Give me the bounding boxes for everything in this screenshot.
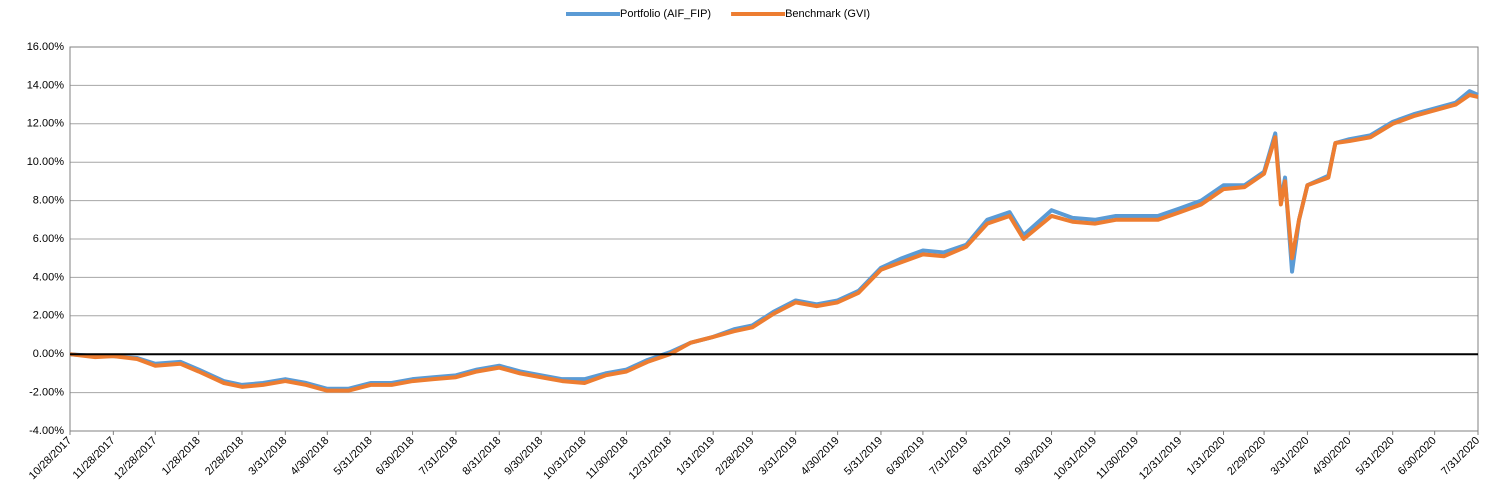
x-tick-label: 9/30/2019 — [1013, 435, 1056, 478]
y-tick-label: -2.00% — [29, 387, 64, 399]
x-tick-label: 9/30/2018 — [502, 435, 545, 478]
x-tick-label: 7/31/2018 — [417, 435, 460, 478]
y-tick-label: 10.00% — [27, 156, 65, 168]
y-tick-label: 14.00% — [27, 79, 65, 91]
x-tick-label: 10/31/2018 — [541, 435, 588, 482]
x-tick-label: 8/31/2018 — [460, 435, 503, 478]
x-tick-label: 12/31/2019 — [1137, 435, 1184, 482]
x-tick-label: 2/28/2019 — [713, 435, 756, 478]
x-tick-label: 5/31/2020 — [1354, 435, 1397, 478]
y-tick-label: 0.00% — [33, 348, 64, 360]
legend-label: Benchmark (GVI) — [785, 8, 870, 20]
y-tick-label: 16.00% — [27, 41, 65, 53]
x-tick-label: 5/31/2019 — [842, 435, 885, 478]
x-tick-label: 4/30/2018 — [288, 435, 331, 478]
y-tick-label: -4.00% — [29, 425, 64, 437]
x-tick-label: 3/31/2018 — [246, 435, 289, 478]
x-tick-label: 11/30/2018 — [584, 435, 631, 482]
y-tick-label: 12.00% — [27, 118, 65, 130]
series-line — [69, 93, 1479, 393]
x-tick-label: 1/28/2018 — [160, 435, 203, 478]
y-tick-label: 6.00% — [33, 233, 64, 245]
x-tick-label: 12/31/2018 — [627, 435, 674, 482]
x-tick-label: 3/31/2019 — [757, 435, 800, 478]
x-tick-label: 12/28/2017 — [112, 435, 159, 482]
x-tick-label: 10/28/2017 — [27, 435, 74, 482]
x-tick-label: 4/30/2019 — [799, 435, 842, 478]
x-tick-label: 1/31/2019 — [674, 435, 717, 478]
series-line — [69, 89, 1479, 391]
x-tick-label: 6/30/2020 — [1396, 435, 1439, 478]
y-tick-label: 4.00% — [33, 271, 64, 283]
y-tick-label: 8.00% — [33, 195, 64, 207]
x-tick-label: 1/31/2020 — [1185, 435, 1228, 478]
x-tick-label: 6/30/2018 — [374, 435, 417, 478]
x-tick-label: 11/30/2019 — [1094, 435, 1141, 482]
plot-border — [69, 46, 1479, 432]
x-tick-label: 7/31/2020 — [1439, 435, 1482, 478]
legend-label: Portfolio (AIF_FIP) — [620, 8, 711, 20]
x-tick-label: 5/31/2018 — [332, 435, 375, 478]
x-tick-label: 4/30/2020 — [1310, 435, 1353, 478]
x-tick-label: 11/28/2017 — [71, 435, 118, 482]
x-tick-label: 7/31/2019 — [927, 435, 970, 478]
y-tick-label: 2.00% — [33, 310, 64, 322]
x-tick-label: 6/30/2019 — [884, 435, 927, 478]
x-tick-label: 2/29/2020 — [1225, 435, 1268, 478]
x-tick-label: 10/31/2019 — [1052, 435, 1099, 482]
x-tick-label: 2/28/2018 — [203, 435, 246, 478]
x-tick-label: 8/31/2019 — [971, 435, 1014, 478]
x-tick-label: 3/31/2020 — [1269, 435, 1312, 478]
